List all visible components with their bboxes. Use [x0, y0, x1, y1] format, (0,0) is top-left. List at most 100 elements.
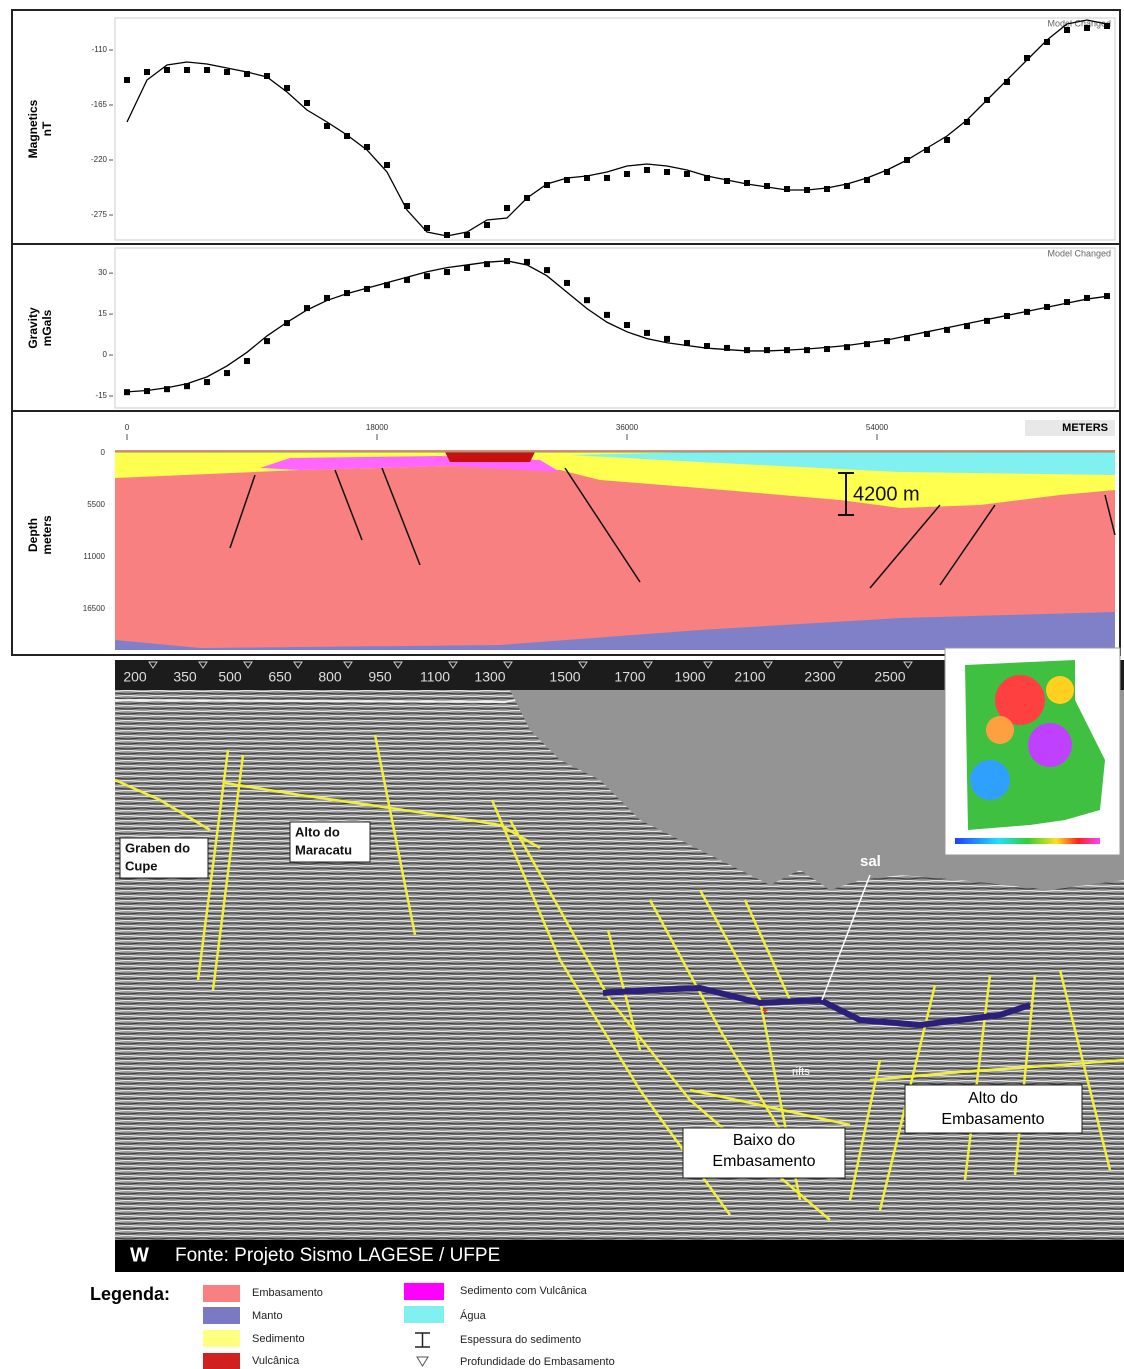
observed-point — [284, 320, 290, 327]
observed-point — [1044, 39, 1050, 45]
observed-point — [404, 276, 410, 283]
label: Cupe — [125, 858, 158, 873]
legend-label: Profundidade do Embasamento — [460, 1356, 615, 1368]
observed-point — [1104, 23, 1110, 29]
salt-top — [602, 984, 1031, 1029]
observed-point — [324, 294, 330, 301]
y-tick-label: 11000 — [83, 552, 105, 561]
shotpoint-label: 500 — [218, 669, 242, 685]
shotpoint-label: 2300 — [804, 669, 835, 685]
observed-point — [664, 335, 670, 342]
fault — [1013, 974, 1037, 1176]
unit-bar — [1025, 420, 1115, 436]
observed-point — [324, 123, 330, 129]
shotpoint-label: 1900 — [674, 669, 705, 685]
thickness-marker — [838, 472, 854, 516]
shotpoint-marker — [643, 661, 653, 669]
legend-swatch — [203, 1285, 240, 1302]
label-box — [289, 821, 371, 863]
y-axis-label: nT — [40, 121, 54, 136]
legend-label: Sedimento — [252, 1333, 305, 1345]
horizon — [114, 778, 211, 832]
shotpoint-label: 200 — [123, 669, 147, 685]
observed-point — [564, 279, 570, 286]
shotpoint-label: 1300 — [474, 669, 505, 685]
marker: * — [762, 1006, 768, 1023]
inset-colorbar — [955, 838, 1100, 844]
y-axis-label: Gravity — [26, 307, 40, 349]
observed-point — [584, 175, 590, 181]
fault — [743, 899, 792, 1001]
y-axis-label: Depth — [26, 518, 40, 552]
observed-point — [824, 186, 830, 192]
fault — [869, 504, 941, 589]
fault — [229, 474, 256, 549]
observed-point — [864, 341, 870, 348]
shotpoint-label: 650 — [268, 669, 292, 685]
shotpoint-label: 2100 — [734, 669, 765, 685]
observed-point — [944, 137, 950, 143]
shotpoint-marker — [148, 661, 158, 669]
shotpoint-label: 1500 — [549, 669, 580, 685]
label: Alto do — [968, 1090, 1018, 1107]
observed-point — [804, 347, 810, 354]
horizon — [869, 1058, 1124, 1082]
fault — [564, 467, 641, 583]
fault — [1058, 969, 1112, 1171]
observed-point — [484, 261, 490, 268]
observed-point — [524, 258, 530, 265]
observed-point — [1084, 25, 1090, 31]
label: rifts — [792, 1066, 810, 1078]
observed-point — [704, 343, 710, 350]
observed-point — [984, 317, 990, 324]
observed-point — [684, 171, 690, 177]
observed-point — [504, 205, 510, 211]
fault — [939, 504, 996, 586]
shotpoint-marker — [763, 661, 773, 669]
shotpoint-marker — [293, 661, 303, 669]
inset-blob — [995, 675, 1045, 725]
legend-swatch — [404, 1283, 444, 1300]
plot-area — [114, 17, 1116, 241]
legend-title: Legenda: — [90, 1284, 170, 1304]
shotpoint-marker — [578, 661, 588, 669]
observed-point — [1004, 79, 1010, 85]
observed-point — [904, 335, 910, 342]
observed-point — [864, 177, 870, 183]
legend-swatch — [203, 1307, 240, 1324]
shotpoint-marker — [703, 661, 713, 669]
observed-point — [204, 67, 210, 73]
observed-point — [364, 144, 370, 150]
legend-label: Sedimento com Vulcânica — [460, 1285, 588, 1297]
fault — [381, 467, 421, 566]
fault — [196, 749, 230, 981]
observed-point — [744, 347, 750, 354]
observed-point — [844, 183, 850, 189]
observed-point — [644, 167, 650, 173]
label: Embasamento — [712, 1153, 815, 1170]
volcanic — [445, 452, 535, 462]
observed-point — [624, 171, 630, 177]
observed-point — [544, 267, 550, 274]
observed-point — [644, 329, 650, 336]
y-axis-label: meters — [40, 515, 54, 555]
legend-symbol — [416, 1356, 429, 1367]
observed-point — [764, 347, 770, 354]
legend-label: Manto — [252, 1310, 283, 1322]
observed-point — [464, 232, 470, 238]
x-unit: METERS — [1062, 422, 1108, 434]
observed-point — [184, 383, 190, 390]
y-tick-label: 16500 — [83, 604, 106, 613]
shotpoint-marker — [243, 661, 253, 669]
label: Baixo do — [733, 1132, 795, 1149]
shotpoint-marker — [503, 661, 513, 669]
observed-point — [924, 331, 930, 338]
shotpoint-label: 1700 — [614, 669, 645, 685]
plot-area — [114, 247, 1116, 409]
shotpoint-marker — [393, 661, 403, 669]
annotation: Model Changed — [1047, 18, 1111, 28]
seafloor — [114, 699, 516, 704]
label: Alto do — [295, 824, 340, 839]
legend-symbol — [415, 1332, 430, 1348]
x-tick-label: 36000 — [616, 423, 639, 432]
